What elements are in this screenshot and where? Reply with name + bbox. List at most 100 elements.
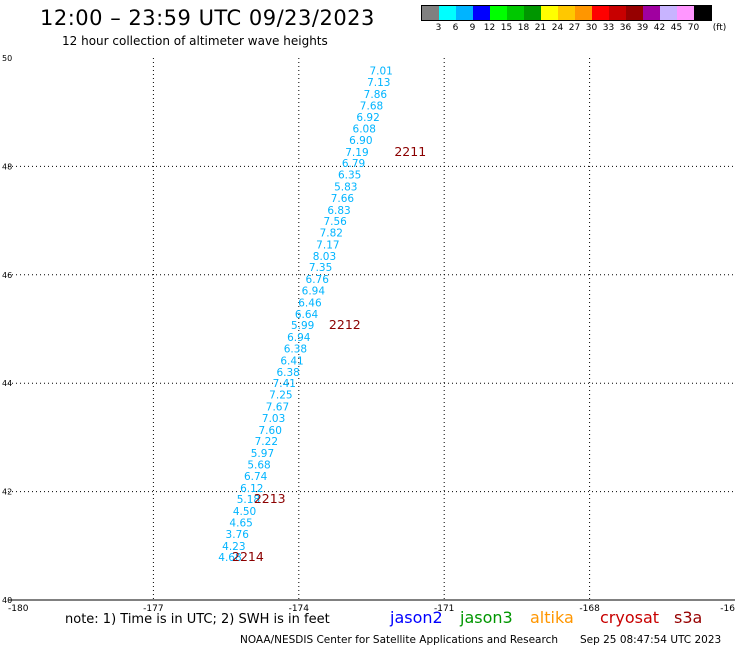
x-tick-label: -177: [143, 604, 163, 614]
wave-height-point: 4.68: [218, 552, 241, 564]
wave-height-point: 4.23: [222, 541, 245, 553]
wave-height-point: 5.68: [247, 460, 270, 472]
wave-height-point: 6.83: [327, 205, 350, 217]
wave-height-point: 6.35: [338, 170, 361, 182]
legend-swatch: [626, 6, 643, 20]
legend-label: 18: [517, 23, 530, 33]
legend-swatch: [422, 6, 439, 20]
legend-swatch: [456, 6, 473, 20]
wave-height-point: 5.97: [251, 448, 274, 460]
wave-height-point: 7.56: [323, 216, 347, 228]
legend-label: 30: [585, 23, 598, 33]
time-label: 2212: [329, 317, 361, 332]
wave-height-point: 7.60: [259, 425, 282, 437]
wave-height-point: 6.46: [298, 297, 322, 309]
legend-swatch: [677, 6, 694, 20]
y-tick-label: 44: [2, 379, 12, 388]
legend-swatch: [609, 6, 626, 20]
legend-swatch: [490, 6, 507, 20]
legend-label: 45: [670, 23, 683, 33]
wave-height-point: 6.92: [356, 112, 379, 124]
color-legend: (ft) 3 6 9 12 15 18 21 24 27 30 33 36 39 42 45 70: [421, 5, 727, 35]
wave-height-point: 5.99: [291, 320, 314, 332]
wave-height-point: 7.17: [316, 239, 339, 251]
wave-height-point: 6.79: [342, 158, 365, 170]
wave-height-point: 7.19: [345, 147, 368, 159]
wave-height-point: 6.12: [240, 483, 263, 495]
x-tick-label: -180: [8, 604, 29, 614]
time-labels: 2211 2212 2213 2214: [232, 144, 426, 564]
x-tick-label: -171: [434, 604, 454, 614]
wave-height-point: 6.38: [284, 344, 307, 356]
wave-height-point: 7.25: [269, 390, 292, 402]
wave-height-point: 6.08: [353, 123, 376, 135]
legend-swatch: [439, 6, 456, 20]
wave-height-point: 7.03: [262, 413, 285, 425]
x-tick-label: -168: [579, 604, 600, 614]
legend-label: 3: [435, 23, 442, 33]
legend-label: 21: [534, 23, 547, 33]
legend-label: 6: [452, 23, 459, 33]
y-tick-label: 46: [2, 271, 12, 280]
wave-height-point: 4.50: [233, 506, 256, 518]
legend-label: 27: [568, 23, 581, 33]
page-subtitle: 12 hour collection of altimeter wave hei…: [62, 34, 328, 48]
legend-swatches: [421, 5, 712, 21]
legend-swatch: [694, 6, 711, 20]
legend-swatch: [592, 6, 609, 20]
satellite-s3a: s3a: [674, 608, 703, 627]
legend-unit: (ft): [712, 23, 727, 33]
legend-swatch: [643, 6, 660, 20]
legend-label: 12: [483, 23, 496, 33]
time-label: 2213: [254, 491, 286, 506]
time-label: 2214: [232, 549, 264, 564]
satellite-cryosat: cryosat: [600, 608, 660, 627]
wave-height-point: 7.01: [369, 65, 392, 77]
legend-label: 15: [500, 23, 513, 33]
y-tick-label: 50: [2, 54, 12, 63]
time-label: 2211: [394, 144, 426, 159]
wave-height-point: 7.35: [309, 262, 332, 274]
legend-label: 33: [602, 23, 615, 33]
credit-line: NOAA/NESDIS Center for Satellite Applica…: [240, 634, 558, 646]
legend-swatch: [473, 6, 490, 20]
wave-height-point: 7.13: [367, 77, 390, 89]
wave-height-point: 6.94: [302, 286, 326, 298]
y-tick-label: 48: [2, 162, 12, 171]
y-tick-label: 42: [2, 488, 12, 497]
legend-swatch: [524, 6, 541, 20]
generated-timestamp: Sep 25 08:47:54 UTC 2023: [580, 634, 722, 646]
chart-grid: [8, 58, 735, 601]
y-tick-label: 40: [2, 596, 12, 605]
wave-height-point: 6.94: [287, 332, 311, 344]
wave-height-point: 7.22: [255, 436, 278, 448]
satellite-jason2: jason2: [390, 608, 443, 627]
x-tick-label: -16: [720, 604, 735, 614]
legend-swatch: [507, 6, 524, 20]
legend-label: 39: [636, 23, 649, 33]
wave-height-point: 6.41: [280, 355, 303, 367]
legend-swatch: [575, 6, 592, 20]
satellite-jason3: jason3: [460, 608, 513, 627]
wave-height-point: 6.38: [276, 367, 299, 379]
wave-height-point: 5.83: [334, 181, 357, 193]
legend-swatch: [541, 6, 558, 20]
footer-note: note: 1) Time is in UTC; 2) SWH is in fe…: [65, 612, 330, 627]
wave-height-point: 4.65: [229, 517, 252, 529]
legend-swatch: [660, 6, 677, 20]
legend-label: 36: [619, 23, 632, 33]
wave-height-points: 7.017.137.867.686.926.086.907.196.796.35…: [218, 65, 393, 564]
legend-label: 9: [469, 23, 476, 33]
wave-height-point: 7.86: [364, 89, 388, 101]
satellite-altika: altika: [530, 608, 574, 627]
legend-label: 42: [653, 23, 666, 33]
page-title: 12:00 – 23:59 UTC 09/23/2023: [40, 6, 375, 30]
axis-tick-labels: -180 -177 -174 -171 -168 -16 40 42 44 46 48 50: [2, 54, 735, 614]
legend-swatch: [558, 6, 575, 20]
wave-height-point: 7.68: [360, 101, 383, 113]
wave-height-point: 7.41: [273, 378, 296, 390]
legend-label: 24: [551, 23, 564, 33]
x-tick-label: -174: [289, 604, 310, 614]
legend-labels: (ft) 3 6 9 12 15 18 21 24 27 30 33 36 39 42 45 70: [421, 21, 727, 35]
